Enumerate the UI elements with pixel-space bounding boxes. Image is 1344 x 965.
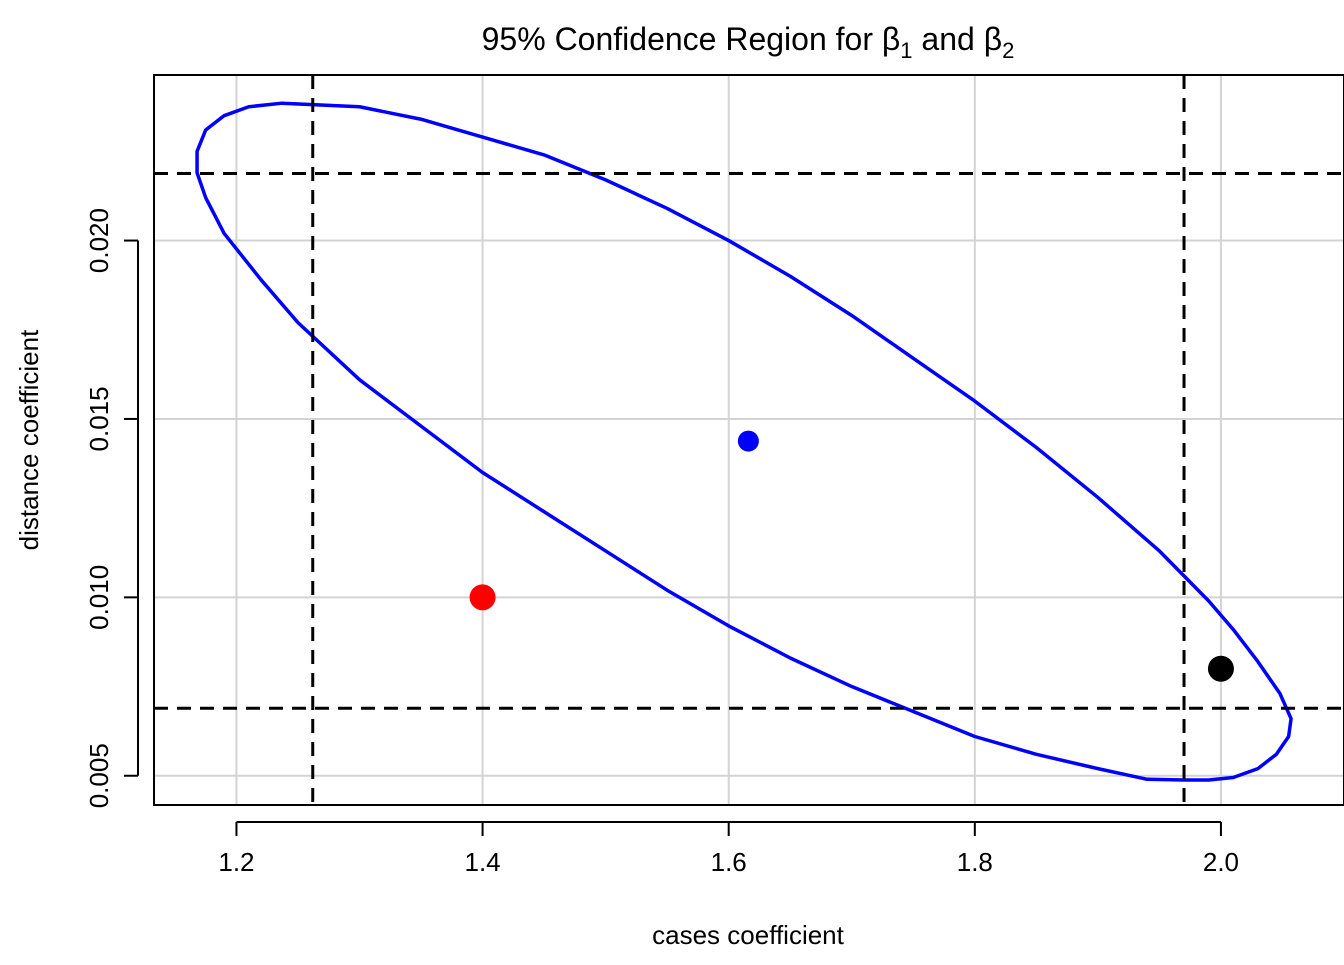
x-tick-label: 1.4	[464, 847, 500, 877]
point-markers	[469, 430, 1234, 682]
confidence-ellipse-layer	[195, 101, 1293, 782]
point-marker	[737, 430, 759, 452]
y-tick-label: 0.020	[84, 208, 114, 273]
confidence-ellipse	[195, 101, 1293, 782]
x-tick-label: 1.8	[957, 847, 993, 877]
point-marker	[1207, 655, 1234, 682]
y-axis: 0.005 0.010 0.015 0.020	[84, 208, 139, 808]
y-tick-label: 0.010	[84, 565, 114, 630]
y-tick-label: 0.005	[84, 743, 114, 808]
plot-frame	[153, 74, 1344, 806]
y-tick-label: 0.015	[84, 386, 114, 451]
grid-lines	[154, 75, 1344, 805]
x-tick-label: 2.0	[1203, 847, 1239, 877]
x-tick-label: 1.2	[218, 847, 254, 877]
x-tick-label: 1.6	[711, 847, 747, 877]
x-axis: 1.2 1.4 1.6 1.8 2.0	[218, 821, 1239, 877]
point-marker	[469, 584, 496, 611]
chart-title: 95% Confidence Region for β1 and β2	[482, 21, 1015, 63]
x-axis-title: cases coefficient	[652, 920, 845, 950]
y-axis-title: distance coefficient	[14, 329, 44, 550]
individual-ci-lines	[154, 75, 1344, 805]
